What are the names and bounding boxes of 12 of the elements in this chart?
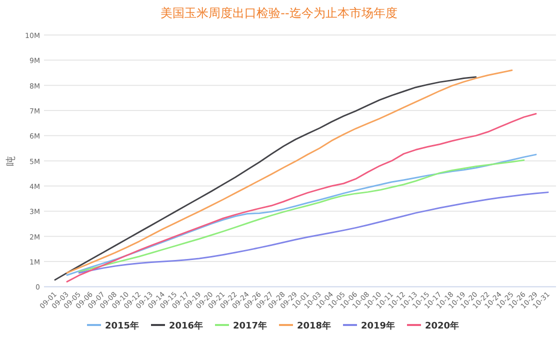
line-series xyxy=(78,192,549,274)
line-series xyxy=(66,69,513,274)
legend-label: 2019年 xyxy=(361,320,396,332)
y-axis-title: 吨 xyxy=(5,156,17,166)
line-series xyxy=(66,113,537,282)
legend-label: 2017年 xyxy=(233,320,268,332)
legend-label: 2015年 xyxy=(105,320,140,332)
legend-label: 2016年 xyxy=(169,320,204,332)
chart-title: 美国玉米周度出口检验--迄今为止本市场年度 xyxy=(160,6,398,20)
line-series xyxy=(54,76,477,281)
legend-label: 2020年 xyxy=(425,320,460,332)
legend-label: 2018年 xyxy=(297,320,332,332)
